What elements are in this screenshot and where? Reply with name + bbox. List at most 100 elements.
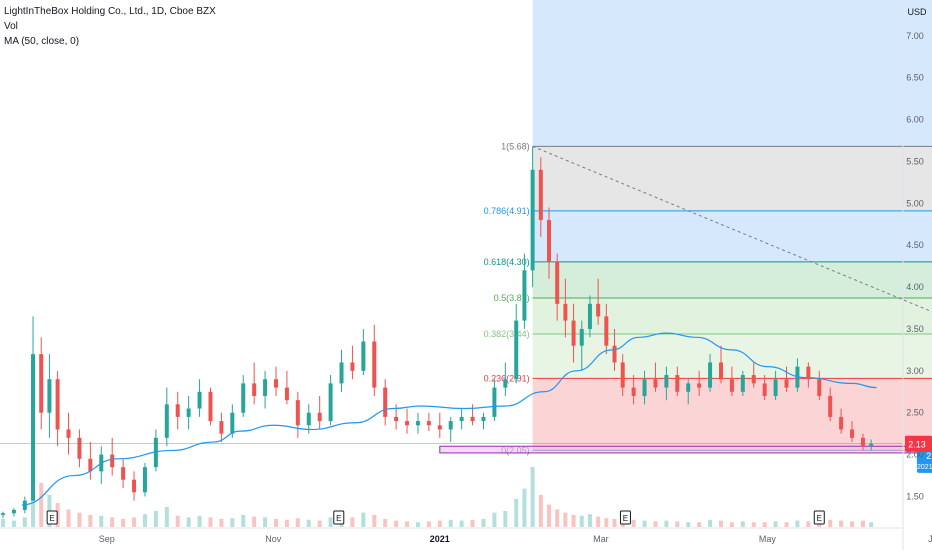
earnings-marker[interactable] [813,510,825,525]
currency-label: USD [907,7,927,17]
candle-body [350,362,355,371]
candle-body [642,379,647,396]
volume-bar [110,517,115,527]
candle-body [850,429,855,438]
volume-bar [773,521,778,527]
projection-start-box[interactable] [916,448,932,473]
moving-average-legend[interactable]: MA (50, close, 0) [4,36,80,47]
candle-body [740,375,745,392]
fib-zone [532,261,932,298]
candle-body [620,362,625,388]
volume-bar [99,515,104,527]
candle-body [47,379,52,413]
candle-body [596,303,601,317]
volume-bar [492,512,497,527]
candle-body [708,362,713,388]
volume-bar [39,483,44,527]
price-tick-label: 4.00 [906,282,924,292]
current-price-badge [905,435,932,452]
earnings-marker-label: E [623,514,628,523]
volume-bar [328,517,333,527]
volume-bar [284,519,289,527]
candle-body [295,400,300,426]
volume-bar [596,516,601,527]
fib-level-label: 0.382(3.44) [484,329,530,339]
candle-body [317,412,322,422]
volume-bar [22,517,27,527]
candle-body [530,169,535,271]
earnings-marker[interactable] [333,510,345,525]
candle-body [55,379,60,430]
volume-bar [530,467,535,527]
price-tick-label: 7.00 [906,31,924,41]
time-tick-label: Sep [99,534,115,544]
candle-body [197,391,202,409]
candle-body [77,437,82,459]
fib-zone [532,297,932,334]
candle-body [547,220,551,262]
volume-bar [361,512,366,527]
candle-body [828,395,833,417]
volume-bar [571,515,576,527]
volume-bar [164,507,169,527]
volume-bar [77,512,82,527]
candle-body [839,416,844,430]
volume-bar [263,517,268,527]
candle-body [142,467,147,493]
volume-bar [142,514,147,527]
volume-bar [66,509,71,527]
candle-body [328,383,333,422]
candle-body [675,375,680,392]
fib-level-label: 0.786(4.91) [484,206,530,216]
fib-trend-line [532,145,932,313]
candle-body [751,375,756,384]
volume-bar [642,520,647,527]
earnings-marker-label: E [336,514,341,523]
candle-body [426,421,431,426]
volume-bar [208,517,213,527]
earnings-marker[interactable] [46,510,58,525]
candle-body [121,467,126,480]
candle-body [88,458,93,472]
price-tick-label: 6.50 [906,73,924,83]
volume-bar [839,520,844,527]
volume-bar [437,520,442,527]
volume-legend[interactable]: Vol [4,21,18,32]
price-tick-label: 2.50 [906,408,924,418]
volume-bar [828,519,833,527]
volume-bar [415,522,420,527]
volume-bar [762,522,767,527]
fibonacci-retracement-layer[interactable]: 1(5.68) 0.786(4.91) 0.618(4.30) 0.5(3.87) 0.… [484,141,932,455]
candle-body [571,320,576,346]
candle-body [263,379,268,396]
candle-body [563,303,568,321]
fib-level-label: 0.618(4.30) [484,257,530,267]
volume-bar [664,520,669,527]
candle-body [405,421,410,426]
volume-bar [252,516,257,527]
support-zone-layer[interactable] [439,445,932,454]
candle-body [274,379,278,388]
volume-bar [153,511,158,527]
price-tick-label: 2.00 [906,450,924,460]
volume-bar [653,521,658,527]
volume-bar [197,515,202,527]
candle-body [604,316,609,346]
candle-body [415,421,420,426]
volume-layer [1,447,874,527]
volume-bar [426,521,431,527]
candle-body [11,509,16,514]
support-zone[interactable] [439,445,932,454]
candle-body [686,383,691,392]
candle-body [39,354,44,413]
candle-body [175,404,180,417]
volume-bar [795,520,800,527]
candle-body [241,383,246,413]
symbol-title[interactable]: LightInTheBox Holding Co., Ltd., 1D, Cbo… [4,6,216,17]
volume-bar [503,511,508,527]
volume-bar [587,514,592,527]
earnings-marker[interactable] [619,510,631,525]
